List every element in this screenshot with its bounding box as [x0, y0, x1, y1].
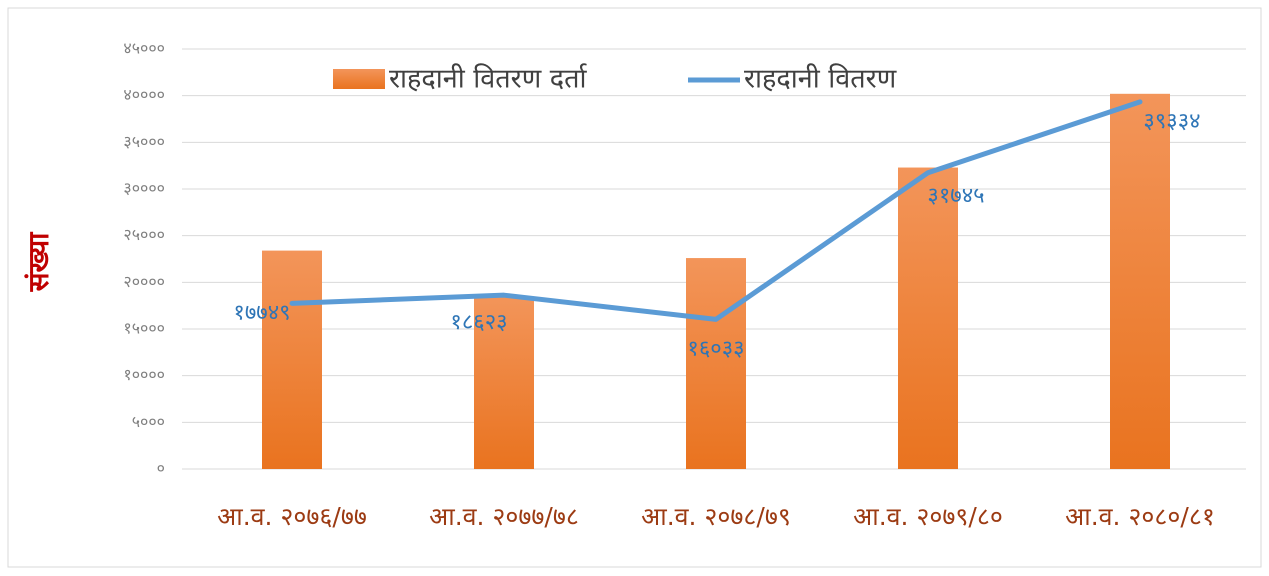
data-label: १८६२३: [450, 310, 507, 335]
chart-frame: [7, 7, 1262, 568]
legend-label: राहदानी वितरण दर्ता: [389, 63, 588, 95]
bar: [686, 258, 746, 469]
bar: [474, 296, 534, 469]
data-label: ३९३३४: [1143, 109, 1200, 134]
bar: [898, 167, 958, 470]
y-tick-label: १५०००: [123, 319, 165, 338]
y-tick-label: ३५०००: [123, 132, 165, 151]
line: [289, 99, 1143, 322]
y-tick-label: ३००००: [123, 179, 165, 198]
legend-swatch: [333, 69, 385, 89]
data-label: १७७४९: [233, 300, 290, 325]
data-label: ३१७४५: [927, 184, 984, 209]
bar: [262, 250, 322, 469]
x-tick-label: आ.व. २०७८/७९: [641, 502, 791, 531]
y-tick-label: २५०००: [123, 225, 165, 244]
x-tick-label: आ.व. २०७६/७७: [217, 502, 367, 531]
bar: [1110, 93, 1170, 470]
legend-label: राहदानी वितरण: [744, 63, 897, 95]
y-tick-label: ४००००: [123, 85, 165, 104]
y-tick-label: ५०००: [132, 412, 165, 431]
x-tick-label: आ.व. २०८०/८१: [1065, 502, 1215, 531]
y-axis-label: संख्या: [22, 231, 55, 293]
x-tick-label: आ.व. २०७७/७८: [429, 502, 579, 531]
y-tick-label: ४५०००: [123, 39, 165, 58]
x-tick-label: आ.व. २०७९/८०: [853, 502, 1003, 531]
y-tick-label: ०: [157, 459, 165, 478]
data-label: १६०३३: [687, 336, 744, 361]
y-tick-label: २००००: [123, 272, 165, 291]
y-tick-label: १००००: [123, 365, 165, 384]
